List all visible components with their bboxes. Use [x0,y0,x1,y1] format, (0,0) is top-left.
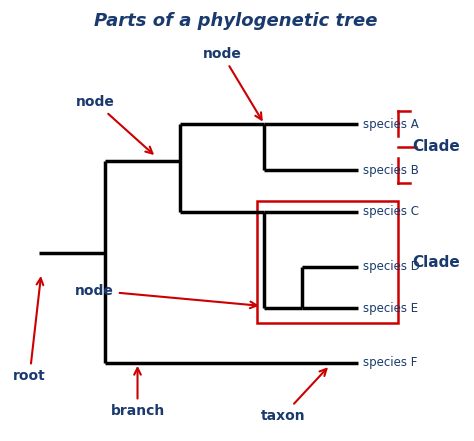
Text: Clade: Clade [412,254,460,269]
Text: species F: species F [363,356,417,370]
Text: node: node [202,47,262,120]
Text: branch: branch [110,368,164,418]
Text: root: root [13,278,46,383]
Text: species A: species A [363,118,419,131]
Text: species D: species D [363,260,419,273]
Bar [257,201,398,324]
Text: node: node [76,95,153,153]
Text: node: node [75,284,257,308]
Text: taxon: taxon [261,369,327,422]
Text: species E: species E [363,302,418,314]
Text: Parts of a phylogenetic tree: Parts of a phylogenetic tree [94,12,378,30]
Text: species B: species B [363,164,419,176]
Text: species C: species C [363,205,419,218]
Text: Clade: Clade [412,139,460,154]
